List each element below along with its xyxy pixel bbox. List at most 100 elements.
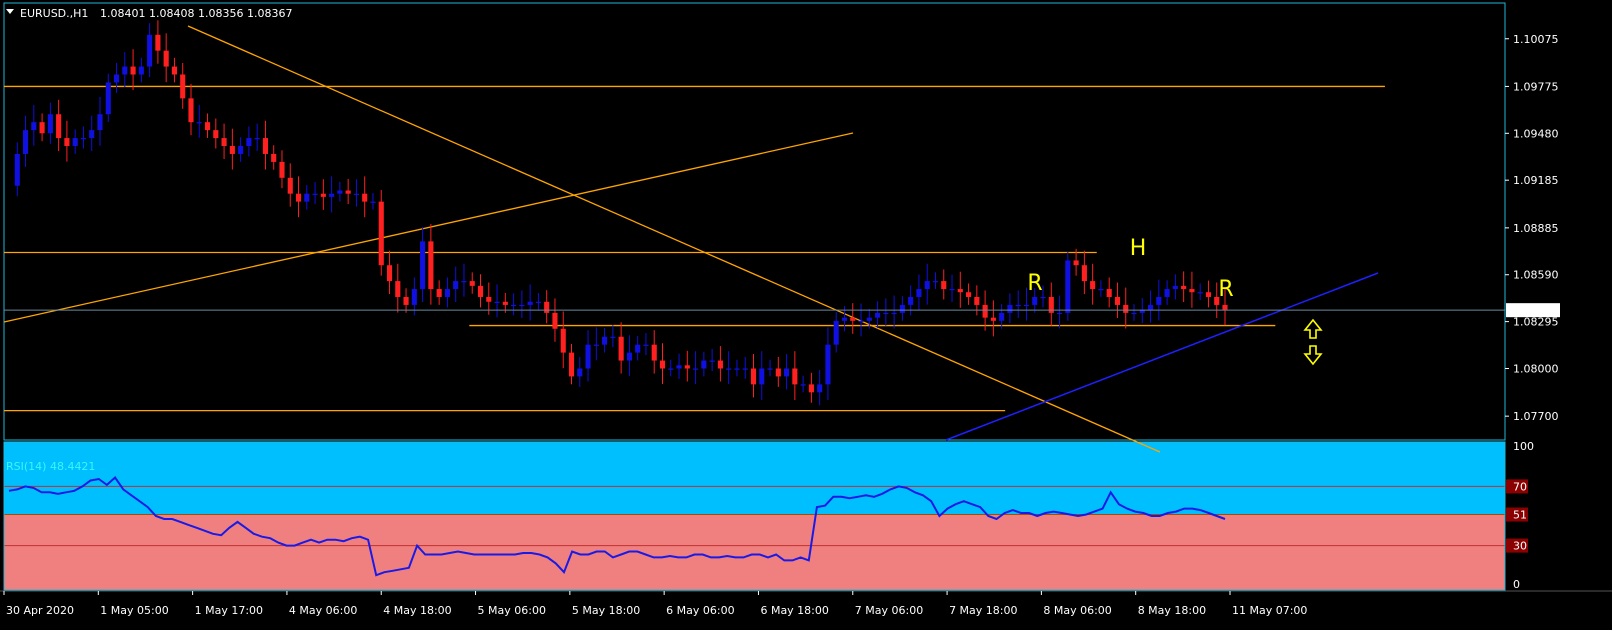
candle-body [204, 122, 211, 131]
time-tick-label: 1 May 05:00 [100, 604, 168, 617]
candle-body [14, 153, 20, 186]
candle-body [866, 317, 872, 321]
candle-body [1090, 281, 1096, 290]
candle-body [511, 304, 517, 307]
candle-body [568, 352, 575, 377]
candle-body [80, 138, 87, 140]
candle-body [171, 66, 178, 75]
candle-body [1131, 312, 1137, 315]
candle-body [1007, 304, 1013, 313]
pattern-annotation-label: R [1027, 271, 1042, 296]
candle-body [635, 344, 641, 353]
candle-body [1205, 292, 1212, 297]
candle-body [1048, 296, 1054, 313]
candle-body [395, 281, 401, 297]
candle-body [1114, 296, 1121, 305]
candle-body [693, 368, 699, 370]
time-tick-label: 8 May 18:00 [1138, 604, 1206, 617]
candle-body [891, 312, 897, 315]
rsi-tick-label: 51 [1513, 509, 1527, 522]
candle-body [180, 74, 186, 99]
candle-body [1032, 296, 1038, 305]
candle-body [64, 138, 70, 147]
time-tick-label: 30 Apr 2020 [6, 604, 74, 617]
candle-body [246, 138, 252, 147]
candle-body [1147, 304, 1154, 310]
rsi-tick-label: 70 [1513, 480, 1527, 493]
candle-body [279, 161, 285, 178]
candle-body [337, 190, 343, 194]
candle-body [643, 344, 649, 346]
candle-body [1123, 304, 1129, 313]
candle-body [353, 193, 359, 195]
candle-body [717, 360, 723, 369]
candle-body [89, 130, 95, 139]
candle-body [974, 296, 980, 305]
candle-body [494, 301, 500, 303]
price-tick-label: 1.09480 [1513, 127, 1559, 140]
candle-body [130, 66, 136, 75]
candle-body [213, 130, 219, 139]
rsi-tick-label: 0 [1513, 578, 1520, 591]
candle-body [477, 285, 484, 297]
candle-body [155, 34, 161, 51]
candle-body [196, 122, 202, 124]
candle-body [585, 344, 591, 369]
candle-body [345, 190, 351, 194]
candle-body [469, 281, 475, 286]
candle-body [122, 66, 128, 75]
time-tick-label: 8 May 06:00 [1043, 604, 1111, 617]
candle-body [502, 301, 508, 305]
candle-body [759, 368, 765, 385]
candle-body [411, 289, 417, 305]
rsi-panel-background [4, 442, 1505, 590]
price-tick-label: 1.08590 [1513, 269, 1559, 282]
candle-body [444, 289, 450, 297]
candle-body [709, 360, 715, 362]
candle-body [899, 304, 905, 313]
candle-body [850, 317, 856, 321]
time-tick-label: 11 May 07:00 [1232, 604, 1307, 617]
time-tick-label: 6 May 18:00 [760, 604, 828, 617]
rsi-lower-band [4, 514, 1505, 590]
rsi-panel-frame [3, 441, 1506, 591]
price-tick-label: 1.09775 [1513, 80, 1559, 93]
candle-body [1156, 296, 1162, 305]
time-tick-label: 6 May 06:00 [666, 604, 734, 617]
candle-body [825, 344, 831, 385]
candle-body [238, 146, 244, 154]
candle-body [428, 241, 434, 290]
candle-body [287, 177, 293, 194]
candle-body [924, 281, 930, 290]
rsi-upper-band [4, 442, 1505, 515]
candle-body [610, 336, 616, 338]
candle-body [932, 281, 939, 283]
time-tick-label: 5 May 18:00 [572, 604, 640, 617]
candle-body [386, 265, 393, 282]
candle-body [1065, 260, 1071, 313]
trend-lines [3, 25, 1379, 453]
candle-body [138, 66, 144, 75]
candle-body [362, 193, 368, 202]
candle-body [370, 201, 376, 203]
candle-body [883, 312, 889, 315]
candle-body [163, 50, 169, 67]
candle-body [47, 114, 53, 134]
candle-body [31, 122, 37, 131]
candle-body [147, 34, 153, 67]
candle-body [908, 296, 914, 305]
candle-body [1073, 260, 1079, 266]
candle-body [858, 320, 864, 323]
chart-overlays: R H R [4, 236, 1505, 366]
candle-body [1197, 292, 1203, 294]
candle-body [1172, 285, 1178, 290]
candle-body [808, 384, 814, 393]
candle-body [651, 344, 657, 361]
current-price-label: 1.08367 [1511, 304, 1557, 317]
candle-body [792, 368, 798, 385]
candle-body [544, 301, 550, 313]
rsi-tick-label: 30 [1513, 540, 1527, 553]
candle-body [1139, 309, 1145, 313]
candle-body [72, 138, 78, 147]
candle-body [1023, 304, 1030, 307]
